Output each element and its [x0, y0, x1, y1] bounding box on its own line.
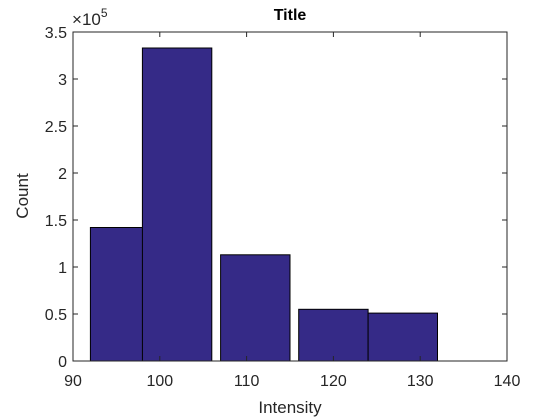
- bar: [367, 312, 439, 362]
- bar: [141, 47, 213, 362]
- bar: [298, 308, 369, 362]
- chart-title: Title: [274, 7, 307, 24]
- y-tick-label: 1.5: [45, 213, 67, 230]
- y-tick-label: 3.5: [45, 25, 67, 42]
- x-tick-label: 120: [320, 373, 347, 390]
- x-tick-label: 90: [64, 373, 82, 390]
- multiplier-exponent: 5: [101, 6, 108, 20]
- y-axis-label: Count: [13, 173, 32, 219]
- y-tick-label: 2.5: [45, 119, 67, 136]
- x-tick-label: 110: [234, 373, 260, 390]
- y-tick-label: 2: [58, 166, 67, 183]
- y-tick-label: 0.5: [45, 307, 67, 324]
- x-axis-label: Intensity: [258, 398, 322, 417]
- x-tick-label: 130: [407, 373, 434, 390]
- bar: [220, 254, 291, 362]
- ticks-layer: [72, 31, 508, 362]
- y-tick-label: 1: [58, 260, 67, 277]
- y-tick-labels: 0 0.5 1 1.5 2 2.5 3 3.5: [45, 25, 67, 371]
- y-tick-label: 0: [58, 354, 67, 371]
- x-tick-labels: 90 100 110 120 130 140: [64, 373, 520, 390]
- axes-frame: [72, 31, 508, 362]
- y-tick-label: 3: [58, 72, 67, 89]
- x-tick-label: 100: [146, 373, 173, 390]
- bars-layer: [89, 47, 439, 362]
- multiplier-prefix: ×: [72, 10, 82, 29]
- x-tick-label: 140: [494, 373, 521, 390]
- multiplier-base: 10: [82, 10, 101, 29]
- y-axis-multiplier: ×105: [72, 6, 108, 29]
